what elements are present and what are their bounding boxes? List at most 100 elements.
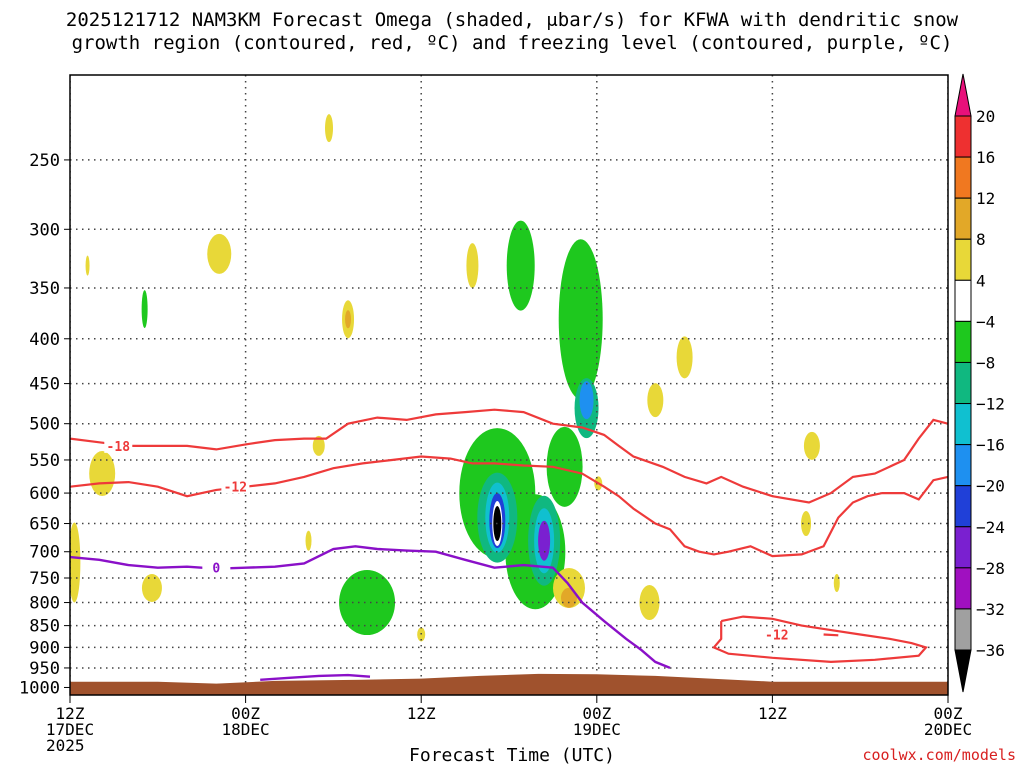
colorbar-label: −4 <box>976 312 995 331</box>
omega-feature <box>579 381 594 420</box>
chart-title-line-1: 2025121712 NAM3KM Forecast Omega (shaded… <box>65 9 959 31</box>
omega-feature <box>85 255 90 276</box>
y-tick-label: 600 <box>29 484 60 504</box>
colorbar-label: 16 <box>976 148 995 167</box>
dgz-contour-label-bg <box>221 479 250 494</box>
x-tick-label: 18DEC <box>222 720 270 739</box>
colorbar-swatch <box>954 444 972 487</box>
y-tick-label: 500 <box>29 415 60 435</box>
y-tick-label: 800 <box>29 594 60 614</box>
dgz-contour-label: -12 <box>224 481 247 496</box>
omega-feature <box>647 383 664 418</box>
omega-feature <box>207 233 232 274</box>
colorbar-swatch <box>954 320 972 363</box>
dgz-contour-label: -12 <box>765 628 788 643</box>
colorbar-label: −36 <box>976 641 1005 660</box>
colorbar-label: 20 <box>976 107 995 126</box>
omega-feature <box>339 570 396 636</box>
dgz-contour-line <box>712 615 928 664</box>
omega-feature <box>141 290 148 329</box>
y-tick-label: 450 <box>29 375 60 395</box>
chart-title-line-2: growth region (contoured, red, ºC) and f… <box>71 32 953 54</box>
omega-feature <box>506 220 535 311</box>
x-tick-label: 17DEC <box>46 720 94 739</box>
colorbar-label: −8 <box>976 353 995 372</box>
omega-feature <box>560 587 577 608</box>
plot-area: -18 -12 -12 0 <box>70 75 948 695</box>
omega-feature <box>546 426 583 507</box>
colorbar-label: −28 <box>976 559 1005 578</box>
colorbar-label: −32 <box>976 600 1005 619</box>
omega-feature <box>305 530 312 551</box>
colorbar-swatch <box>954 649 972 693</box>
credit-link[interactable]: coolwx.com/models <box>862 746 1016 764</box>
omega-feature <box>312 435 325 456</box>
freezing-level-line <box>260 673 371 681</box>
x-tick-label: 12Z <box>56 704 85 723</box>
ground-terrain <box>70 673 948 695</box>
colorbar-swatch <box>954 485 972 528</box>
omega-feature <box>538 520 551 561</box>
colorbar-swatch <box>954 526 972 569</box>
x-tick-label: 20DEC <box>924 720 972 739</box>
colorbar-swatch <box>954 73 972 117</box>
colorbar-label: 12 <box>976 189 995 208</box>
x-axis-label: Forecast Time (UTC) <box>409 745 615 766</box>
omega-feature <box>833 574 840 593</box>
omega-feature <box>141 574 162 603</box>
y-tick-label: 900 <box>29 638 60 658</box>
freezing-level-line <box>70 545 671 670</box>
colorbar-label: −24 <box>976 518 1005 537</box>
colorbar-label: −12 <box>976 395 1005 414</box>
omega-feature <box>639 585 660 621</box>
colorbar-label: −16 <box>976 436 1005 455</box>
colorbar-swatch <box>954 156 972 199</box>
colorbar-swatch <box>954 608 972 651</box>
omega-feature <box>89 451 116 497</box>
colorbar-swatch <box>954 115 972 158</box>
omega-feature <box>70 522 81 603</box>
dgz-contour-line <box>823 633 839 637</box>
x-tick-label: 00Z <box>582 704 611 723</box>
y-tick-label: 700 <box>29 543 60 563</box>
omega-feature <box>676 336 693 379</box>
omega-feature <box>801 511 812 537</box>
omega-feature <box>558 239 603 400</box>
x-tick-label: 00Z <box>934 704 963 723</box>
colorbar-swatch <box>954 279 972 322</box>
freezing-level-label: 0 <box>212 562 220 577</box>
y-tick-label: 550 <box>29 451 60 471</box>
x-tick-label: 2025 <box>46 736 85 755</box>
y-tick-label: 750 <box>29 569 60 589</box>
colorbar-swatch <box>954 238 972 281</box>
y-tick-label: 300 <box>29 220 60 240</box>
y-tick-label: 1000 <box>19 678 60 698</box>
colorbar-label: −20 <box>976 477 1005 496</box>
x-tick-label: 19DEC <box>573 720 621 739</box>
dgz-contour-line <box>70 455 948 558</box>
colorbar-label: 8 <box>976 230 986 249</box>
y-tick-label: 350 <box>29 279 60 299</box>
dgz-contour-line <box>70 408 948 504</box>
freezing-level-label-bg <box>202 560 231 575</box>
dgz-contour-label: -18 <box>107 440 131 455</box>
y-tick-label: 250 <box>29 151 60 171</box>
x-tick-label: 12Z <box>758 704 787 723</box>
y-tick-label: 850 <box>29 617 60 637</box>
omega-feature <box>325 114 334 143</box>
colorbar-swatch <box>954 361 972 405</box>
colorbar-swatch <box>954 403 972 446</box>
omega-feature <box>345 310 352 329</box>
x-tick-label: 12Z <box>407 704 436 723</box>
y-tick-label: 950 <box>29 659 60 679</box>
plot-frame <box>69 74 949 696</box>
colorbar-swatch <box>954 567 972 610</box>
omega-feature <box>466 243 479 289</box>
dgz-contour-label-bg <box>762 627 791 642</box>
dgz-contour-label-bg <box>104 438 133 453</box>
y-tick-label: 400 <box>29 330 60 350</box>
y-tick-label: 650 <box>29 515 60 535</box>
colorbar-label: 4 <box>976 271 986 290</box>
omega-feature <box>803 431 820 460</box>
